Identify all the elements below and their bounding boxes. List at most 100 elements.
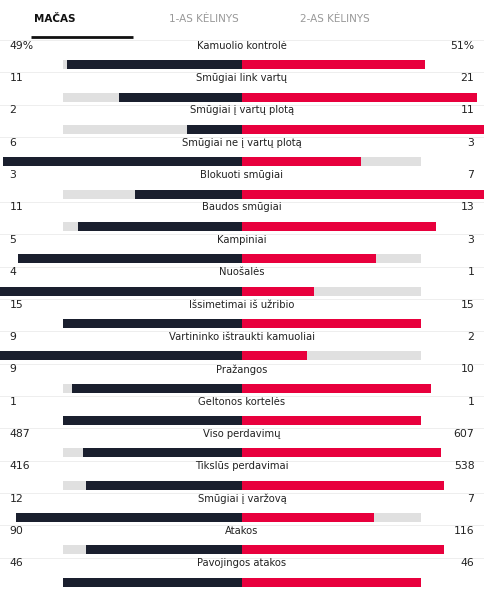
Bar xyxy=(63,578,242,587)
Bar xyxy=(0,234,484,235)
Text: 2: 2 xyxy=(468,332,474,342)
Text: 538: 538 xyxy=(454,461,474,471)
Text: Geltonos kortelės: Geltonos kortelės xyxy=(198,396,286,407)
Text: 15: 15 xyxy=(461,300,474,310)
Text: Pražangos: Pražangos xyxy=(216,364,268,375)
Bar xyxy=(242,287,314,296)
Bar xyxy=(242,448,441,457)
Bar xyxy=(242,578,421,587)
Text: Smūgiai ne į vartų plotą: Smūgiai ne į vartų plotą xyxy=(182,138,302,148)
Text: Smūgiai į vartų plotą: Smūgiai į vartų plotą xyxy=(190,106,294,116)
Bar xyxy=(0,105,484,106)
Bar xyxy=(16,513,242,522)
Text: 10: 10 xyxy=(460,364,474,374)
Bar xyxy=(83,448,242,457)
Text: Smūgiai į varžovą: Smūgiai į varžovą xyxy=(197,494,287,504)
Text: Kamuolio kontrolė: Kamuolio kontrolė xyxy=(197,41,287,51)
Bar xyxy=(0,493,484,494)
Text: 487: 487 xyxy=(10,429,30,439)
Text: Tikslūs perdavimai: Tikslūs perdavimai xyxy=(195,461,289,471)
Bar xyxy=(135,189,242,199)
Text: Viso perdavimų: Viso perdavimų xyxy=(203,429,281,439)
Text: 2-AS KĖLINYS: 2-AS KĖLINYS xyxy=(300,14,370,24)
Text: 15: 15 xyxy=(10,300,23,310)
Text: 1: 1 xyxy=(10,396,16,407)
Text: Baudos smūgiai: Baudos smūgiai xyxy=(202,202,282,212)
Text: 3: 3 xyxy=(10,170,16,180)
Text: 2: 2 xyxy=(10,106,16,116)
Bar xyxy=(0,287,242,296)
Text: 51%: 51% xyxy=(450,41,474,51)
Text: 7: 7 xyxy=(468,494,474,504)
Bar xyxy=(63,351,421,360)
Bar xyxy=(242,222,436,231)
Bar xyxy=(63,416,242,425)
Text: 1-AS KĖLINYS: 1-AS KĖLINYS xyxy=(169,14,239,24)
Bar xyxy=(63,319,421,328)
Bar xyxy=(63,125,421,134)
Text: 49%: 49% xyxy=(10,41,34,51)
Bar xyxy=(63,578,421,587)
Bar xyxy=(63,319,242,328)
Text: 11: 11 xyxy=(10,202,23,212)
Text: 7: 7 xyxy=(468,170,474,180)
Text: Blokuoti smūgiai: Blokuoti smūgiai xyxy=(200,170,284,180)
Bar xyxy=(0,202,484,203)
Bar xyxy=(66,60,242,69)
Bar xyxy=(72,384,242,393)
Text: 11: 11 xyxy=(10,73,23,83)
Bar xyxy=(86,481,242,490)
Text: 416: 416 xyxy=(10,461,30,471)
Bar xyxy=(0,40,484,41)
Text: 6: 6 xyxy=(10,138,16,148)
Bar xyxy=(242,351,307,360)
Bar xyxy=(242,513,374,522)
Bar xyxy=(86,545,242,555)
Text: 9: 9 xyxy=(10,332,16,342)
Bar xyxy=(242,125,484,134)
Text: 90: 90 xyxy=(10,526,24,536)
Bar xyxy=(242,189,484,199)
Bar xyxy=(63,157,421,166)
Bar xyxy=(63,513,421,522)
Bar xyxy=(0,137,484,138)
Text: Nuošalės: Nuošalės xyxy=(219,267,265,277)
Text: 5: 5 xyxy=(10,235,16,245)
Bar xyxy=(242,254,376,263)
Text: 21: 21 xyxy=(461,73,474,83)
Text: 1: 1 xyxy=(468,396,474,407)
Bar xyxy=(18,254,242,263)
Text: 116: 116 xyxy=(454,526,474,536)
Bar xyxy=(0,558,484,559)
Bar xyxy=(0,169,484,171)
Text: 9: 9 xyxy=(10,364,16,374)
Bar xyxy=(0,331,484,332)
Text: 12: 12 xyxy=(10,494,23,504)
Bar xyxy=(63,416,421,425)
Bar xyxy=(63,287,421,296)
Text: 3: 3 xyxy=(468,138,474,148)
Bar xyxy=(0,363,484,365)
Bar xyxy=(242,545,444,555)
Bar xyxy=(242,481,444,490)
Bar xyxy=(63,448,421,457)
Bar xyxy=(187,125,242,134)
Bar xyxy=(63,254,421,263)
Bar xyxy=(63,481,421,490)
Bar xyxy=(119,93,242,101)
Bar xyxy=(63,189,421,199)
Bar xyxy=(0,525,484,526)
Bar xyxy=(242,60,424,69)
Bar xyxy=(63,384,421,393)
Bar xyxy=(63,545,421,555)
Text: 4: 4 xyxy=(10,267,16,277)
Bar xyxy=(242,157,362,166)
Bar xyxy=(3,157,242,166)
Bar xyxy=(63,60,421,69)
Bar xyxy=(0,396,484,397)
Text: Išsimetimai iš užribio: Išsimetimai iš užribio xyxy=(189,300,295,310)
Text: 46: 46 xyxy=(461,558,474,568)
Text: 607: 607 xyxy=(454,429,474,439)
Text: 46: 46 xyxy=(10,558,23,568)
Bar xyxy=(0,299,484,300)
